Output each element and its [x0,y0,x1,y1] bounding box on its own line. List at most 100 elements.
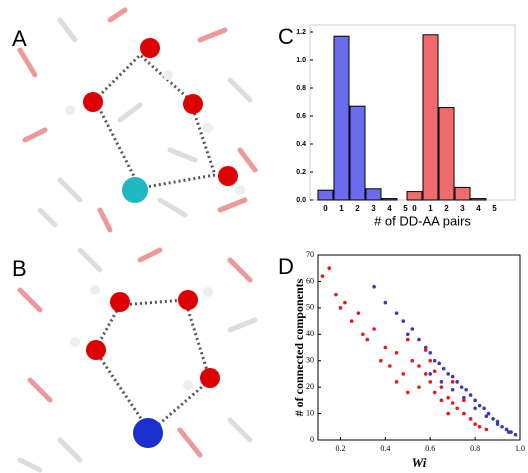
hbond-network [93,298,212,435]
point [417,337,421,342]
x-tick-label: 1 [428,204,433,213]
point [410,358,415,363]
point [401,319,406,323]
point [428,380,433,384]
y-tick-label: 1.0 [296,57,306,64]
point [394,350,399,355]
bar [470,198,487,201]
x-axis-label: # of DD-AA pairs [374,213,471,228]
point [394,380,399,384]
point [459,385,464,389]
point [428,350,433,355]
y-tick-label: 30 [306,356,314,365]
point [343,300,347,305]
point [455,406,459,411]
x-tick-label: 5 [492,204,497,213]
point [473,398,477,403]
point [482,406,486,411]
point [446,411,450,416]
y-tick-label: 50 [306,303,314,312]
y-tick-label: 0.2 [296,169,306,176]
y-tick-label: 10 [306,408,314,417]
panel-label: D [278,254,294,279]
x-tick-label: 0.4 [380,444,390,453]
point [477,424,482,429]
hbond-network [93,52,217,190]
point [464,387,468,392]
point [334,292,338,297]
point [417,364,421,368]
point [495,422,500,426]
x-tick-label: 0.6 [425,444,435,453]
point [432,358,437,363]
bar [349,105,366,201]
bar [381,198,398,201]
point [379,358,383,363]
point [405,337,410,342]
point [462,398,466,403]
point [410,327,415,331]
point [383,345,388,350]
y-tick-label: 0.4 [296,141,306,148]
point [361,332,365,337]
point [504,427,509,432]
y-tick-label: 20 [306,382,314,391]
y-tick-label: 70 [306,250,314,259]
y-tick-label: 0.0 [296,197,306,204]
point [450,387,455,392]
water-background [17,247,258,473]
x-tick-label: 3 [371,204,376,213]
x-tick-label: 2 [355,204,360,213]
bar [438,107,455,201]
point [432,390,437,395]
point [349,319,354,323]
y-tick-label: 0.6 [296,113,306,120]
molecules [65,38,245,203]
water-background [17,7,258,233]
point [462,395,466,400]
point [495,419,500,424]
x-tick-label: 5 [403,204,408,213]
bar [454,186,471,201]
x-tick-label: 0 [412,204,417,213]
point [338,306,343,310]
panel-label: B [12,256,27,281]
point [473,422,477,426]
point [439,385,444,389]
bar [406,191,423,201]
panel-label: C [278,24,294,49]
point [432,369,437,374]
point [428,372,433,376]
point [484,427,489,432]
plot-frame [317,254,521,441]
x-tick-label: 0 [323,204,328,213]
point [428,358,433,363]
point [405,390,410,395]
x-axis-label: Wi [412,455,427,470]
point [356,311,361,315]
x-tick-label: 1.0 [515,444,525,453]
point [423,348,428,352]
point [477,403,482,408]
point [450,401,455,405]
point [320,274,325,278]
x-tick-label: 4 [476,204,481,213]
y-tick-label: 0 [310,435,314,444]
bar [365,188,382,201]
y-tick-label: 40 [306,329,314,338]
point [417,385,421,389]
point [450,374,455,379]
point [450,380,455,384]
point [423,372,428,376]
y-tick-label: 0.8 [296,85,306,92]
y-tick-label: 1.2 [296,29,306,36]
point [491,417,495,421]
point [372,284,376,289]
point [383,300,388,305]
x-tick-label: 0.8 [470,444,480,453]
y-tick-label: 60 [306,276,314,285]
point [437,361,442,366]
x-tick-label: 2 [444,204,449,213]
point [327,266,332,271]
point [468,393,473,397]
